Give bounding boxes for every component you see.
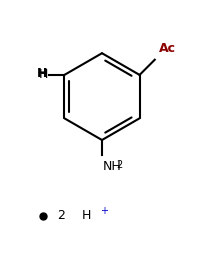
Text: 2: 2 bbox=[116, 160, 122, 170]
Text: H: H bbox=[39, 68, 48, 81]
Text: 2: 2 bbox=[57, 209, 65, 222]
Text: +: + bbox=[100, 206, 108, 216]
Text: H: H bbox=[37, 67, 47, 80]
Text: H: H bbox=[38, 67, 47, 80]
Text: H: H bbox=[82, 209, 92, 222]
Text: Ac: Ac bbox=[159, 42, 176, 55]
Text: NH: NH bbox=[103, 160, 122, 172]
